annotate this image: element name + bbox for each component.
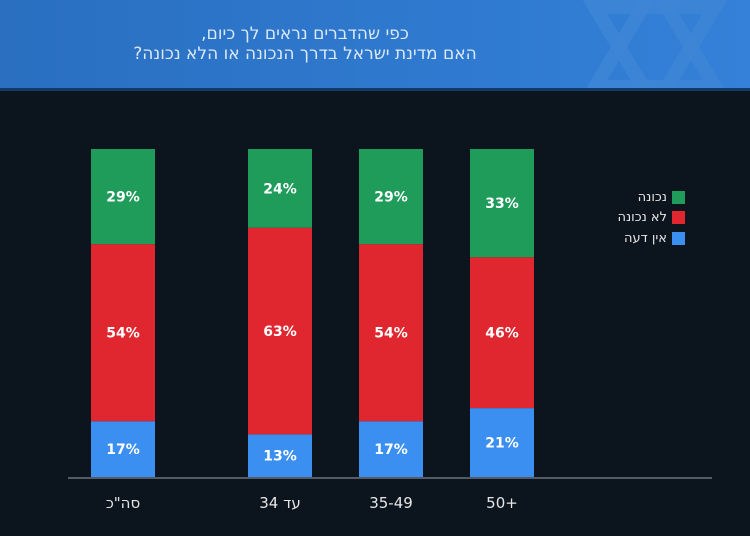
data-label: 17%	[106, 442, 140, 458]
data-label: 46%	[485, 326, 519, 342]
legend-swatch	[672, 211, 685, 225]
bar-segment	[248, 434, 312, 477]
title-line-2: האם מדינת ישראל בדרך הנכונה או הלא נכונה…	[133, 44, 477, 64]
legend-item: לא נכונה	[570, 208, 685, 229]
chart-header: כפי שהדברים נראים לך כיום, האם מדינת ישר…	[0, 0, 750, 91]
chart-title: כפי שהדברים נראים לך כיום, האם מדינת ישר…	[0, 24, 610, 64]
legend-item: נכונה	[570, 187, 685, 208]
bar-segment	[470, 408, 534, 477]
data-label: 24%	[263, 181, 297, 197]
title-line-1: כפי שהדברים נראים לך כיום,	[201, 24, 409, 44]
x-tick-label: 50+	[486, 494, 518, 512]
bar-segment	[91, 421, 155, 477]
legend-label: נכונה	[637, 189, 667, 205]
star-of-david-icon	[582, 0, 728, 88]
x-tick-label: עד 34	[259, 494, 300, 512]
data-label: 33%	[485, 196, 519, 212]
data-label: 21%	[485, 436, 519, 452]
bar-segment	[359, 421, 423, 477]
legend-swatch	[672, 231, 685, 245]
bar-segment	[470, 149, 534, 258]
data-label: 54%	[374, 326, 408, 342]
legend-label: לא נכונה	[617, 210, 667, 226]
data-label: 17%	[374, 442, 408, 458]
data-label: 63%	[263, 324, 297, 340]
bar-segment	[91, 149, 155, 245]
data-label: 13%	[263, 449, 297, 465]
data-label: 54%	[106, 326, 140, 342]
bar-segment	[359, 149, 423, 245]
bar-segment	[248, 149, 312, 228]
data-label: 29%	[374, 190, 408, 206]
x-tick-label: 35-49	[369, 494, 413, 512]
bar-segment	[470, 257, 534, 409]
x-tick-label: סה"כ	[106, 494, 140, 512]
bar-segment	[91, 244, 155, 422]
bar-segment	[359, 244, 423, 422]
data-label: 29%	[106, 190, 140, 206]
legend-swatch	[672, 190, 685, 204]
legend-item: אין דעה	[570, 228, 685, 249]
bar-segment	[248, 227, 312, 435]
legend-label: אין דעה	[624, 230, 667, 246]
legend: נכונה לא נכונה אין דעה	[570, 187, 685, 249]
